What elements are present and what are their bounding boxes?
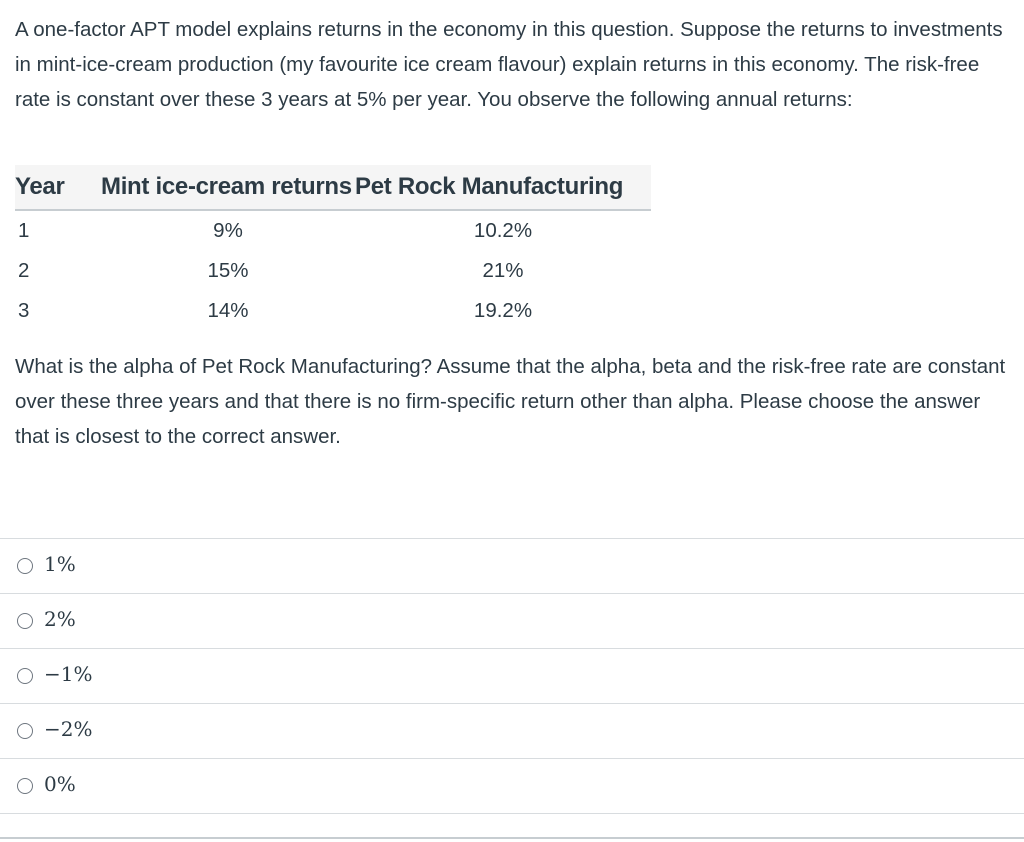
cell-year: 3 [18,299,30,322]
cell-pet-rock-return: 19.2% [473,299,533,322]
cell-mint-return: 14% [207,299,249,322]
header-pet-rock: Pet Rock Manufacturing [355,165,651,211]
answer-label[interactable]: 2% [44,607,76,631]
cell-mint-return: 15% [207,259,249,282]
answer-label[interactable]: 0% [44,772,76,796]
cell-mint-return: 9% [213,219,243,242]
header-year: Year [15,165,101,211]
cell-year: 2 [18,259,30,282]
answer-option-5[interactable]: 0% [0,759,1024,814]
table-header-row: Year Mint ice-cream returns Pet Rock Man… [15,165,651,211]
returns-table: Year Mint ice-cream returns Pet Rock Man… [15,165,651,331]
answer-label[interactable]: −2% [44,717,93,741]
radio-button-icon[interactable] [17,778,33,794]
table-row: 1 9% 10.2% [15,210,651,251]
bottom-divider [0,837,1024,839]
answer-option-2[interactable]: 2% [0,594,1024,649]
header-mint-returns: Mint ice-cream returns [101,165,355,211]
radio-button-icon[interactable] [17,723,33,739]
cell-pet-rock-return: 10.2% [473,219,533,242]
radio-button-icon[interactable] [17,668,33,684]
answer-list: 1% 2% −1% −2% 0% [0,538,1024,814]
question-intro: A one-factor APT model explains returns … [15,18,1003,111]
cell-year: 1 [18,219,30,242]
answer-label[interactable]: 1% [44,552,76,576]
answer-option-1[interactable]: 1% [0,539,1024,594]
cell-pet-rock-return: 21% [482,259,524,282]
table-row: 2 15% 21% [15,251,651,291]
radio-button-icon[interactable] [17,613,33,629]
answer-label[interactable]: −1% [44,662,93,686]
radio-button-icon[interactable] [17,558,33,574]
table-row: 3 14% 19.2% [15,291,651,331]
answer-option-4[interactable]: −2% [0,704,1024,759]
question-prompt: What is the alpha of Pet Rock Manufactur… [15,355,1006,448]
answer-option-3[interactable]: −1% [0,649,1024,704]
